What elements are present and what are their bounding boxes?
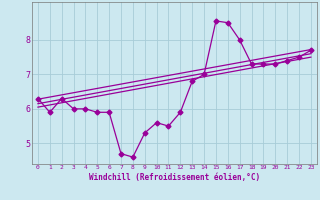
X-axis label: Windchill (Refroidissement éolien,°C): Windchill (Refroidissement éolien,°C) <box>89 173 260 182</box>
